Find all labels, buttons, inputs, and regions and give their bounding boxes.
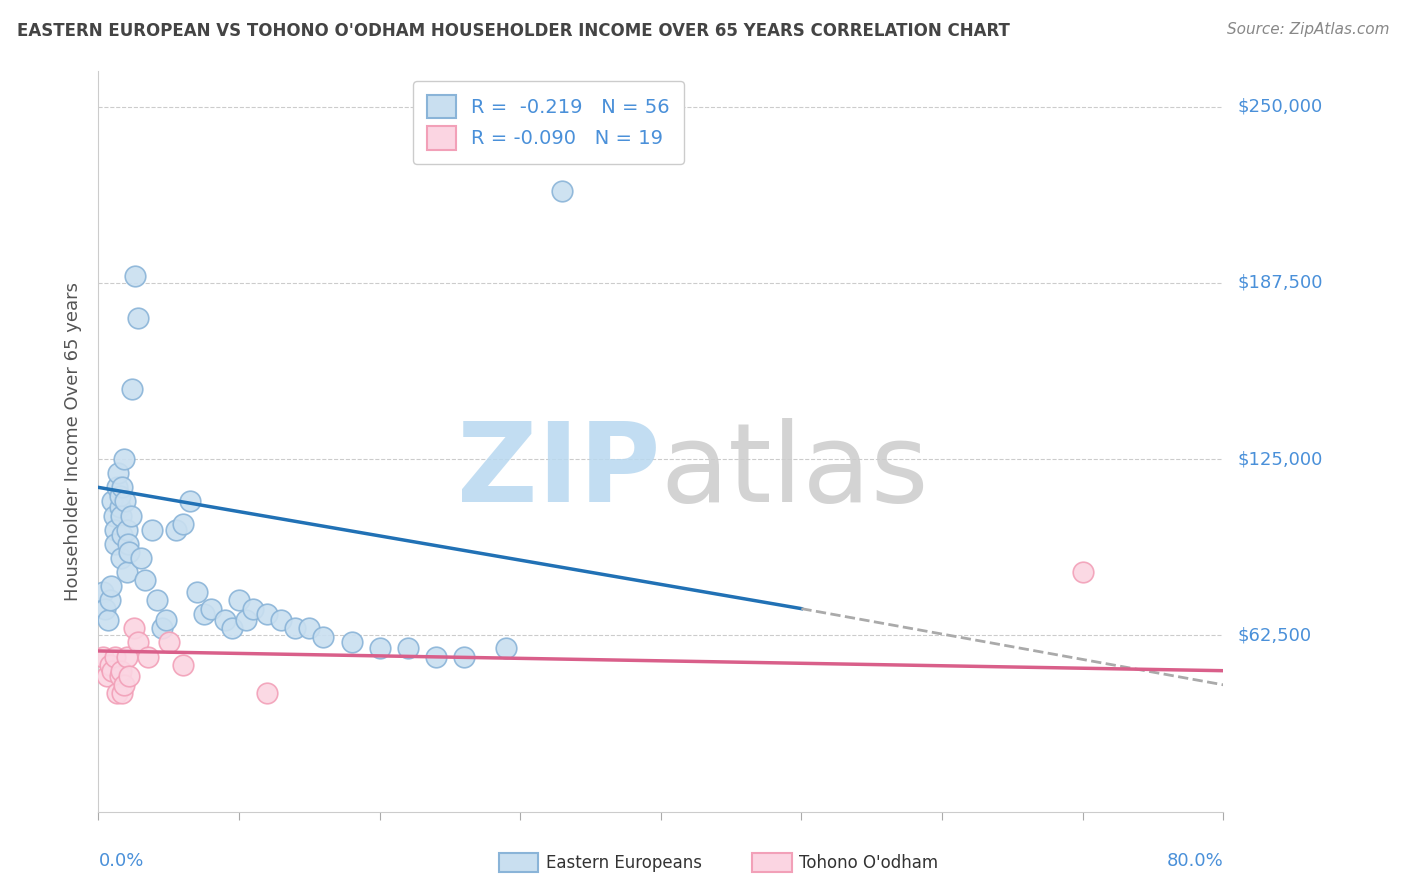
Point	[136, 649, 159, 664]
Point	[146, 593, 169, 607]
Point	[214, 613, 236, 627]
Point	[110, 508, 132, 523]
Text: Eastern Europeans: Eastern Europeans	[546, 854, 702, 871]
Point	[114, 494, 136, 508]
Point	[97, 613, 120, 627]
Point	[101, 664, 124, 678]
Point	[107, 467, 129, 481]
Text: atlas: atlas	[661, 417, 929, 524]
Point	[270, 613, 292, 627]
Point	[551, 184, 574, 198]
Point	[108, 500, 131, 515]
Text: EASTERN EUROPEAN VS TOHONO O'ODHAM HOUSEHOLDER INCOME OVER 65 YEARS CORRELATION : EASTERN EUROPEAN VS TOHONO O'ODHAM HOUSE…	[17, 22, 1010, 40]
Point	[104, 649, 127, 664]
Point	[108, 489, 131, 503]
Point	[425, 649, 447, 664]
Text: $187,500: $187,500	[1237, 274, 1323, 292]
Point	[96, 669, 118, 683]
Point	[108, 669, 131, 683]
Text: ZIP: ZIP	[457, 417, 661, 524]
Point	[495, 641, 517, 656]
Point	[105, 480, 128, 494]
Point	[122, 621, 145, 635]
Text: $250,000: $250,000	[1237, 97, 1323, 116]
Point	[368, 641, 391, 656]
Y-axis label: Householder Income Over 65 years: Householder Income Over 65 years	[65, 282, 83, 601]
Point	[129, 550, 152, 565]
Text: 0.0%: 0.0%	[98, 853, 143, 871]
Point	[110, 664, 132, 678]
Point	[94, 601, 117, 615]
Legend: R =  -0.219   N = 56, R = -0.090   N = 19: R = -0.219 N = 56, R = -0.090 N = 19	[413, 81, 683, 163]
Text: Tohono O'odham: Tohono O'odham	[799, 854, 938, 871]
Point	[91, 649, 114, 664]
Point	[103, 508, 125, 523]
Point	[396, 641, 419, 656]
Point	[155, 613, 177, 627]
Point	[112, 452, 135, 467]
Point	[256, 686, 278, 700]
Point	[186, 584, 208, 599]
Point	[121, 382, 143, 396]
Point	[104, 523, 127, 537]
Text: $125,000: $125,000	[1237, 450, 1323, 468]
Point	[98, 658, 121, 673]
Point	[115, 565, 138, 579]
Point	[127, 635, 149, 649]
Point	[124, 268, 146, 283]
Point	[150, 621, 173, 635]
Point	[200, 601, 222, 615]
Text: Source: ZipAtlas.com: Source: ZipAtlas.com	[1226, 22, 1389, 37]
Point	[111, 480, 134, 494]
Point	[111, 686, 134, 700]
Point	[104, 537, 127, 551]
Point	[120, 508, 142, 523]
Point	[172, 516, 194, 531]
Point	[235, 613, 257, 627]
Point	[228, 593, 250, 607]
Point	[100, 579, 122, 593]
Point	[127, 311, 149, 326]
Point	[172, 658, 194, 673]
Point	[284, 621, 307, 635]
Point	[1071, 565, 1094, 579]
Point	[115, 523, 138, 537]
Point	[242, 601, 264, 615]
Point	[105, 686, 128, 700]
Point	[157, 635, 180, 649]
Text: 80.0%: 80.0%	[1167, 853, 1223, 871]
Point	[111, 528, 134, 542]
Point	[101, 494, 124, 508]
Point	[340, 635, 363, 649]
Point	[110, 550, 132, 565]
Point	[179, 494, 201, 508]
Point	[193, 607, 215, 622]
Point	[117, 537, 139, 551]
Point	[221, 621, 243, 635]
Point	[115, 649, 138, 664]
Point	[298, 621, 321, 635]
Point	[165, 523, 187, 537]
Point	[141, 523, 163, 537]
Point	[312, 630, 335, 644]
Point	[453, 649, 475, 664]
Point	[256, 607, 278, 622]
Text: $62,500: $62,500	[1237, 626, 1312, 644]
Point	[98, 593, 121, 607]
Point	[91, 584, 114, 599]
Point	[118, 669, 141, 683]
Point	[118, 545, 141, 559]
Point	[112, 678, 135, 692]
Point	[134, 574, 156, 588]
